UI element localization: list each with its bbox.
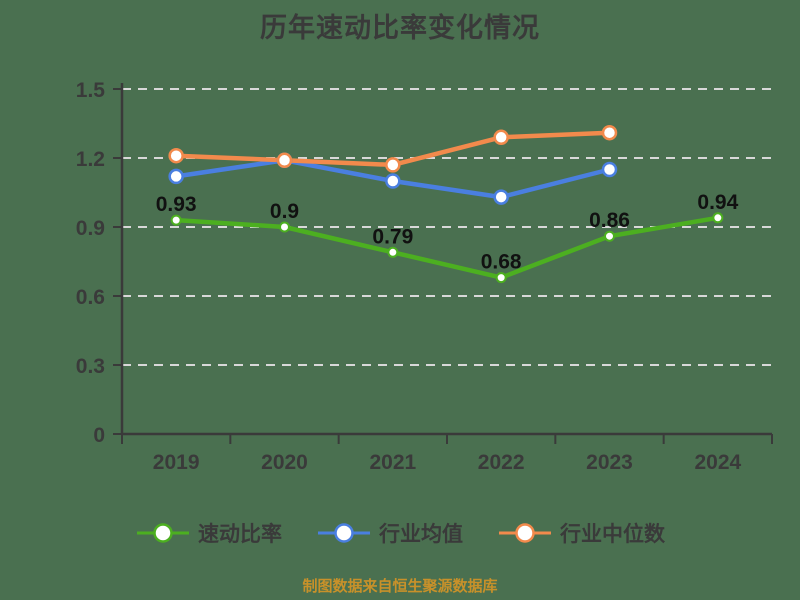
data-point[interactable] — [495, 272, 507, 284]
legend-marker-industry-mean — [318, 523, 370, 543]
data-point[interactable] — [168, 168, 184, 185]
y-axis-tick-label: 1.2 — [76, 148, 105, 171]
data-point[interactable] — [387, 246, 399, 258]
data-point[interactable] — [493, 189, 509, 205]
data-point[interactable] — [168, 147, 184, 164]
data-point-label: 0.9 — [270, 200, 299, 223]
y-axis-ticks: 0 0.3 0.6 0.9 1.2 1.5 — [76, 79, 122, 447]
data-point-label: 0.86 — [589, 209, 630, 232]
y-axis-tick-label: 1.5 — [76, 79, 106, 102]
axis-lines-group — [120, 83, 772, 436]
series-points-group — [168, 124, 724, 284]
data-point[interactable] — [493, 129, 509, 146]
chart-source-note: 制图数据来自恒生聚源数据库 — [302, 578, 498, 595]
legend-label-industry-mean: 行业均值 — [379, 523, 463, 546]
x-axis-tick-label: 2019 — [153, 451, 200, 474]
data-point-label: 0.94 — [697, 191, 738, 214]
data-point[interactable] — [279, 221, 290, 233]
y-axis-tick-label: 0 — [93, 424, 105, 447]
y-axis-tick-label: 0.9 — [76, 217, 105, 240]
gridlines-group — [122, 88, 772, 366]
legend-label-quick-ratio: 速动比率 — [198, 523, 282, 546]
data-point[interactable] — [385, 173, 401, 189]
series-lines-group — [173, 130, 721, 280]
legend-marker-quick-ratio — [137, 523, 189, 543]
series-data-labels-group: 0.93 0.9 0.79 0.68 0.86 0.94 — [156, 191, 739, 274]
data-point[interactable] — [170, 214, 182, 226]
legend-marker-industry-median — [499, 523, 551, 543]
x-axis-ticks: 2019 2020 2021 2022 2023 2024 — [121, 434, 773, 474]
x-axis-tick-label: 2022 — [478, 451, 525, 474]
data-point[interactable] — [601, 161, 618, 178]
legend-item-industry-median[interactable]: 行业中位数 — [497, 518, 665, 548]
data-point-label: 0.79 — [372, 225, 413, 248]
data-point[interactable] — [712, 212, 724, 224]
x-axis-tick-label: 2021 — [369, 451, 416, 474]
x-axis-tick-label: 2023 — [586, 451, 633, 474]
legend-item-industry-mean[interactable]: 行业均值 — [316, 518, 463, 548]
y-axis-tick-label: 0.6 — [76, 286, 105, 309]
x-axis-tick-label: 2020 — [261, 451, 308, 474]
legend-item-quick-ratio[interactable]: 速动比率 — [135, 518, 282, 548]
page-title: 历年速动比率变化情况 — [260, 13, 540, 43]
data-point[interactable] — [601, 124, 618, 141]
series-line — [173, 215, 721, 280]
data-point[interactable] — [385, 157, 401, 173]
data-point-label: 0.68 — [481, 251, 522, 274]
y-axis-tick-label: 0.3 — [76, 355, 105, 378]
data-point-label: 0.93 — [156, 193, 197, 216]
x-axis-tick-label: 2024 — [694, 451, 741, 474]
chart-legend: 速动比率 行业均值 行业中位数 — [0, 518, 800, 548]
legend-label-industry-median: 行业中位数 — [560, 523, 665, 546]
data-point[interactable] — [604, 230, 615, 242]
data-point[interactable] — [276, 152, 293, 169]
